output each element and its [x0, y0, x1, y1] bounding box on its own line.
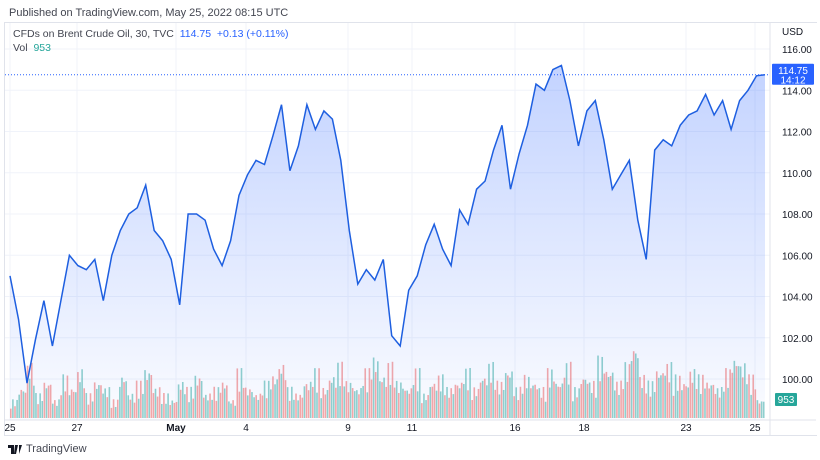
tradingview-logo-icon	[8, 444, 22, 454]
x-tick-label: 16	[509, 423, 521, 434]
countdown: 14:12	[780, 75, 805, 86]
x-tick-label: 25	[4, 423, 16, 434]
volume-value: 953	[33, 42, 51, 54]
x-tick-label: 25	[749, 423, 761, 434]
symbol-title: CFDs on Brent Crude Oil, 30, TVC	[13, 28, 174, 40]
last-price: 114.75	[179, 28, 212, 40]
chart-frame	[4, 22, 817, 436]
volume-label: Vol	[13, 42, 28, 54]
y-tick-label: 102.00	[782, 334, 813, 345]
volume-tag-value: 953	[778, 395, 795, 406]
y-tick-label: 110.00	[782, 169, 812, 180]
chart-legend: CFDs on Brent Crude Oil, 30, TVC 114.75 …	[13, 27, 289, 55]
x-tick-label: 4	[243, 423, 249, 434]
price-line	[9, 64, 766, 384]
price-change: +0.13 (+0.11%)	[216, 28, 289, 40]
x-tick-label: 27	[71, 423, 83, 434]
price-chart[interactable]: USD 116.00 114.00 112.00 110.00 108.00 106.00 1…	[0, 0, 820, 440]
brand-name: TradingView	[26, 443, 87, 455]
currency-label: USD	[782, 27, 803, 38]
x-tick-label: 23	[680, 423, 692, 434]
x-tick-label: May	[166, 423, 186, 434]
price-tag-value: 114.75	[778, 66, 808, 77]
y-tick-label: 104.00	[782, 293, 813, 304]
y-tick-label: 106.00	[782, 251, 813, 262]
tradingview-logo: TradingView	[8, 443, 87, 455]
price-tag	[772, 63, 814, 85]
x-tick-label: 11	[407, 423, 418, 434]
price-area	[10, 65, 765, 420]
y-tick-label: 108.00	[782, 210, 813, 221]
y-tick-label: 112.00	[782, 128, 812, 139]
y-tick-label: 116.00	[782, 45, 812, 56]
volume-tag	[775, 393, 797, 406]
y-tick-label: 114.00	[782, 86, 812, 97]
published-note: Published on TradingView.com, May 25, 20…	[9, 7, 289, 19]
y-tick-label: 100.00	[782, 375, 813, 386]
x-tick-label: 9	[345, 423, 351, 434]
x-tick-label: 18	[578, 423, 590, 434]
